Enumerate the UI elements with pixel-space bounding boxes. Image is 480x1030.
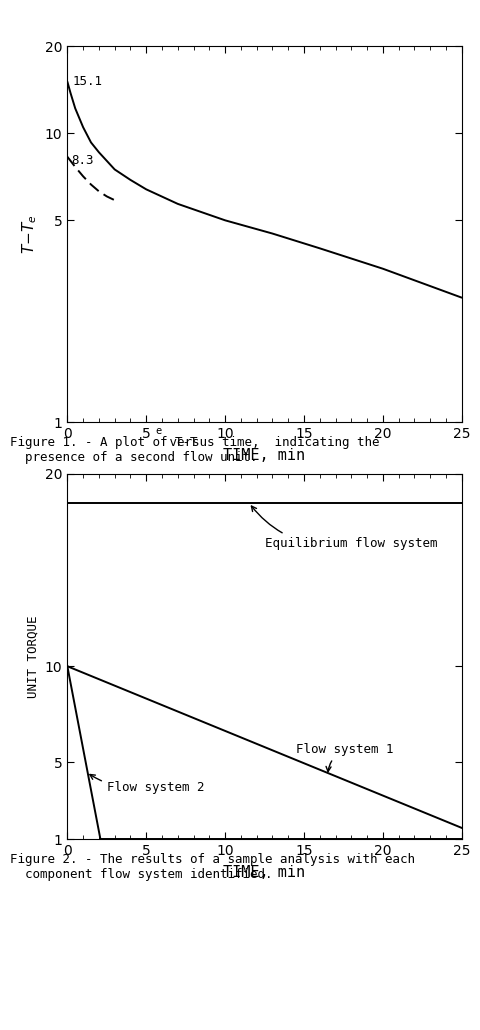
Text: Figure 2. - The results of a sample analysis with each: Figure 2. - The results of a sample anal… <box>10 853 414 866</box>
Text: presence of a second flow unit.: presence of a second flow unit. <box>10 451 257 465</box>
Text: 15.1: 15.1 <box>72 75 102 89</box>
Y-axis label: UNIT TORQUE: UNIT TORQUE <box>26 615 39 698</box>
Text: versus time,  indicating the: versus time, indicating the <box>162 436 379 449</box>
Text: Figure 1. - A plot of T-T: Figure 1. - A plot of T-T <box>10 436 197 449</box>
Text: component flow system identified.: component flow system identified. <box>10 868 272 882</box>
X-axis label: TIME, min: TIME, min <box>223 865 305 881</box>
Text: 8.3: 8.3 <box>71 154 93 167</box>
Text: Flow system 1: Flow system 1 <box>296 743 393 771</box>
Text: Equilibrium flow system: Equilibrium flow system <box>251 506 436 550</box>
Text: e: e <box>155 425 161 436</box>
X-axis label: TIME, min: TIME, min <box>223 448 305 464</box>
Y-axis label: $T$$-$$T_e$: $T$$-$$T_e$ <box>21 214 39 254</box>
Text: Flow system 2: Flow system 2 <box>90 775 204 794</box>
